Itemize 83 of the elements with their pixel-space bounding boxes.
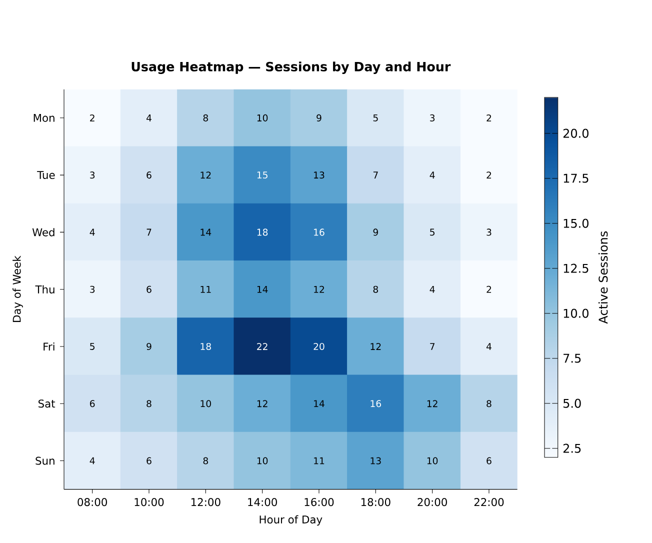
color-bar-label: 12.5	[564, 264, 588, 274]
data-label: 20	[314, 343, 324, 350]
data-label: 14	[257, 286, 268, 293]
data-label: 8	[373, 286, 378, 294]
color-bar-label: 10.0	[564, 308, 588, 318]
color-bar-title: Active Sessions	[598, 232, 608, 324]
data-label: 2	[486, 114, 492, 122]
data-label: 8	[203, 457, 208, 464]
x-tick-label: 12:00	[191, 498, 220, 506]
y-tick-label: Fri	[44, 342, 54, 351]
data-label: 6	[146, 457, 152, 464]
data-label: 5	[373, 114, 378, 122]
data-label: 11	[314, 458, 324, 464]
x-tick-label: 20:00	[418, 498, 447, 506]
data-label: 8	[486, 400, 492, 408]
data-label: 5	[430, 228, 434, 236]
data-label: 16	[370, 400, 382, 408]
y-tick-label: Thu	[35, 285, 54, 294]
data-label: 12	[200, 172, 211, 179]
data-label: 9	[146, 343, 152, 350]
color-bar-label: 15.0	[564, 218, 588, 228]
color-bar-label: 17.5	[564, 174, 588, 183]
data-label: 10	[257, 114, 268, 122]
data-label: 16	[314, 228, 324, 236]
y-axis-title: Day of Week	[12, 256, 23, 322]
x-tick-label: 14:00	[248, 498, 277, 506]
data-label: 12	[427, 400, 438, 408]
data-label: 6	[146, 172, 152, 179]
y-tick-label: Wed	[32, 228, 54, 236]
y-tick-label: Mon	[34, 114, 54, 122]
x-axis-title: Hour of Day	[260, 515, 322, 526]
x-tick-label: 10:00	[134, 498, 164, 506]
data-label: 5	[90, 343, 94, 350]
data-label: 2	[486, 172, 492, 179]
data-label: 8	[146, 400, 152, 408]
data-label: 15	[257, 172, 268, 179]
data-label: 12	[370, 343, 381, 350]
data-label: 10	[200, 400, 211, 408]
x-tick-label: 22:00	[474, 498, 504, 506]
data-label: 14	[200, 228, 212, 236]
data-label: 2	[90, 114, 94, 122]
color-bar-label: 20.0	[563, 128, 588, 138]
data-label: 2	[486, 286, 492, 293]
data-label: 6	[90, 400, 95, 408]
y-tick-label: Tue	[37, 171, 55, 180]
color-bar-label: 5.0	[563, 398, 581, 408]
data-label: 3	[486, 228, 492, 236]
data-label: 7	[430, 343, 435, 350]
data-label: 14	[314, 400, 324, 408]
data-label: 13	[314, 172, 324, 179]
color-bar-label: 7.5	[564, 354, 581, 363]
y-tick-label: Sat	[38, 400, 56, 408]
data-label: 4	[430, 172, 435, 179]
data-label: 4	[430, 286, 435, 293]
data-label: 3	[90, 286, 95, 294]
data-label: 10	[257, 457, 268, 464]
data-label: 4	[90, 458, 95, 464]
data-label: 12	[314, 286, 324, 293]
data-label: 10	[427, 457, 438, 464]
data-label: 11	[200, 286, 211, 293]
data-label: 4	[146, 114, 152, 122]
data-label: 18	[200, 343, 211, 350]
color-bar-label: 2.5	[563, 444, 581, 454]
data-label: 13	[370, 457, 381, 464]
data-label: 7	[373, 172, 378, 179]
data-label: 3	[430, 114, 435, 122]
data-label: 8	[203, 114, 208, 122]
data-label: 12	[257, 400, 268, 408]
x-tick-label: 18:00	[361, 498, 390, 506]
data-label: 18	[257, 228, 268, 236]
data-label: 6	[486, 457, 492, 464]
data-label: 9	[373, 228, 378, 236]
x-tick-label: 16:00	[304, 498, 334, 506]
data-label: 3	[90, 172, 95, 179]
data-label: 4	[486, 343, 492, 350]
data-label: 22	[257, 343, 268, 350]
y-tick-label: Sun	[36, 456, 54, 465]
data-label: 4	[90, 228, 95, 236]
data-label: 7	[146, 228, 152, 236]
chart-title: Usage Heatmap — Sessions by Day and Hour	[132, 62, 451, 74]
x-tick-label: 08:00	[78, 498, 107, 506]
data-label: 6	[146, 286, 152, 294]
data-label: 9	[316, 114, 322, 122]
